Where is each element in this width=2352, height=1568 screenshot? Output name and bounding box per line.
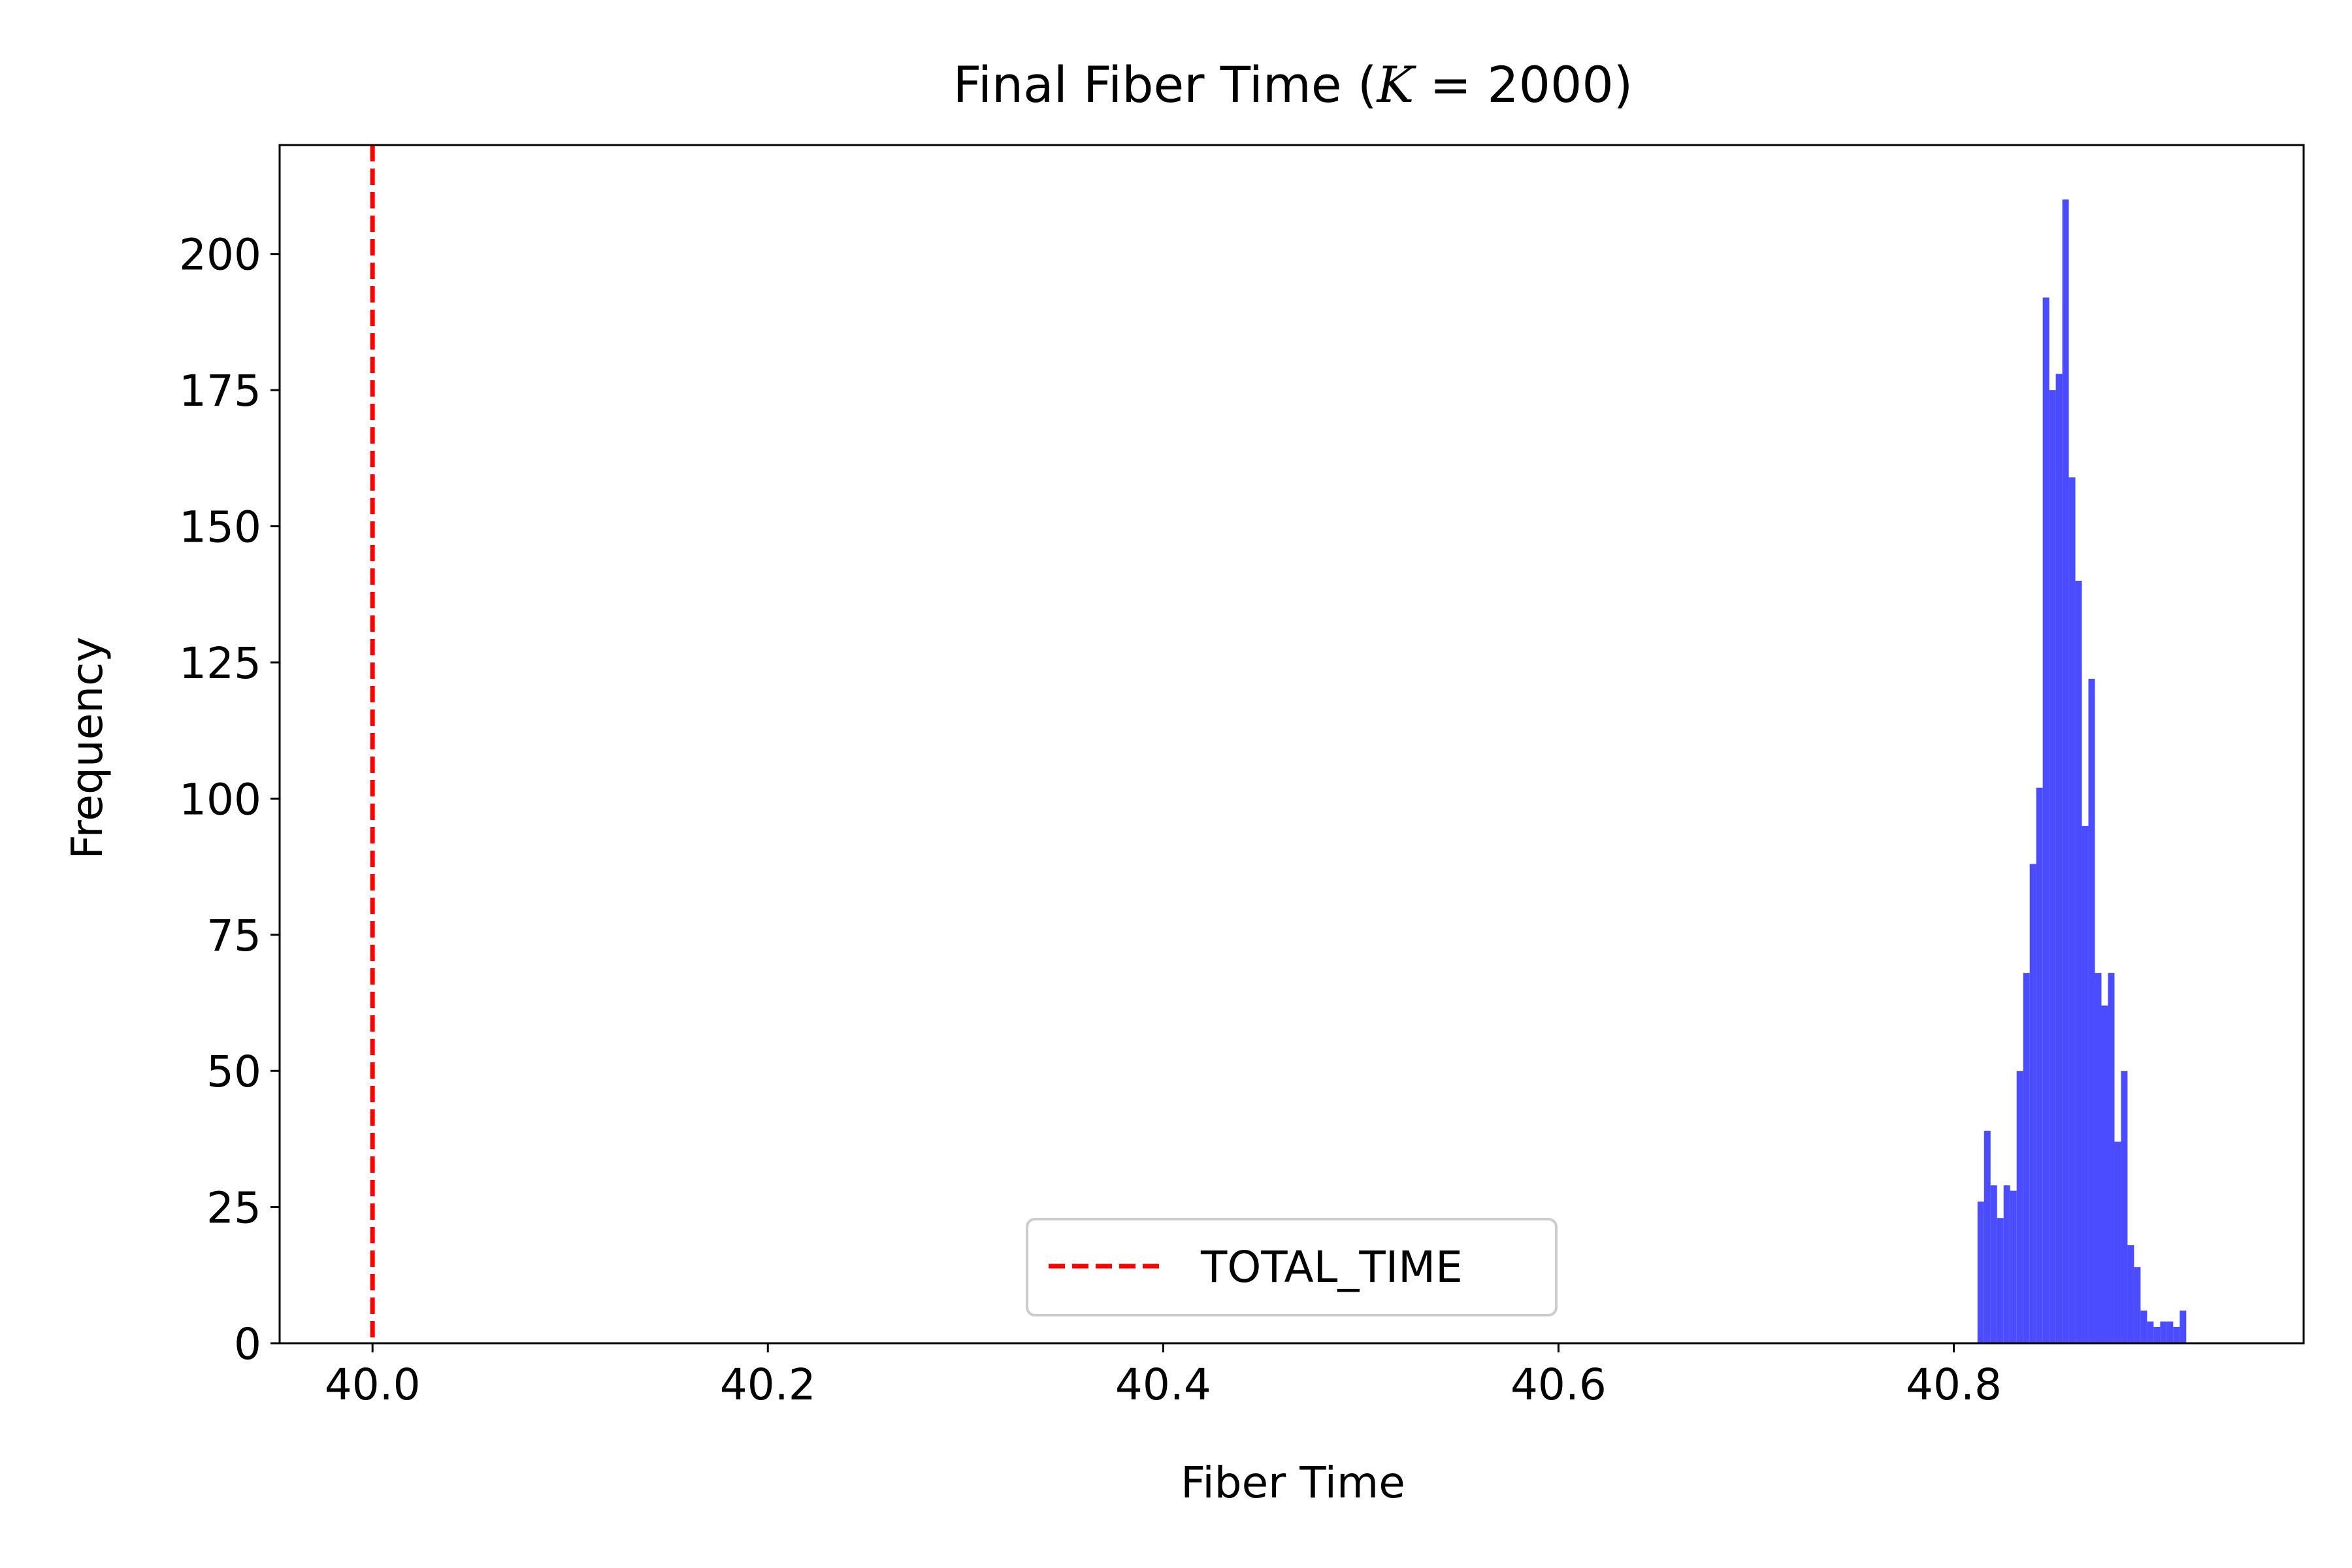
y-axis-ticks: 0 25 50 75 100 125 150 175 200 [179, 230, 280, 1369]
chart-title-text: Final Fiber Time ( [953, 56, 1377, 114]
histogram-bar [2121, 1071, 2128, 1343]
histogram-bar [1997, 1218, 2004, 1343]
histogram-bar [2140, 1310, 2148, 1343]
histogram-bar [1984, 1130, 1991, 1343]
y-tick-label: 150 [179, 502, 261, 553]
y-tick-label: 50 [206, 1047, 261, 1097]
histogram-bar [2016, 1071, 2023, 1343]
histogram-bar [1977, 1201, 1984, 1343]
histogram-bar [2049, 390, 2056, 1343]
legend-box [1026, 1218, 1558, 1316]
x-tick-label: 40.2 [720, 1360, 816, 1410]
x-tick-label: 40.8 [1906, 1360, 2002, 1410]
histogram-bar [2010, 1190, 2017, 1343]
histogram-bar [2108, 973, 2115, 1343]
y-axis-label: Frequency [62, 637, 112, 860]
x-tick-label: 40.6 [1511, 1360, 1607, 1410]
histogram-bar [2042, 297, 2050, 1343]
legend-label-total-time: TOTAL_TIME [1200, 1242, 1463, 1292]
histogram-bar [2114, 1141, 2121, 1343]
histogram-bar [2029, 864, 2036, 1343]
y-tick-label: 200 [179, 230, 261, 280]
histogram-bar [2055, 374, 2063, 1344]
histogram-bar [2153, 1326, 2161, 1343]
x-axis-label: Fiber Time [1181, 1458, 1405, 1508]
histogram-bar [2075, 580, 2082, 1343]
histogram-bar [2036, 787, 2043, 1343]
histogram-bar [2180, 1310, 2187, 1343]
histogram-bar [2082, 826, 2089, 1343]
x-axis-ticks: 40.0 40.2 40.4 40.6 40.8 [325, 1343, 2002, 1410]
histogram-bar [2101, 1005, 2108, 1343]
histogram-bar [2062, 199, 2069, 1343]
histogram-bars [1977, 199, 2187, 1344]
plot-frame [278, 144, 2305, 1345]
y-tick-label: 100 [179, 774, 261, 825]
histogram-bar [2127, 1245, 2134, 1343]
histogram-bar [2023, 973, 2030, 1343]
x-tick-label: 40.4 [1115, 1360, 1211, 1410]
histogram-bar [2134, 1267, 2141, 1343]
histogram-bar [2068, 477, 2076, 1343]
x-tick-label: 40.0 [325, 1360, 421, 1410]
histogram-bar [2166, 1321, 2174, 1343]
histogram-bar [2173, 1326, 2180, 1343]
histogram-bar [2088, 678, 2095, 1343]
histogram-bar [2147, 1321, 2154, 1343]
histogram-bar [2095, 973, 2102, 1343]
y-tick-label: 75 [206, 911, 261, 961]
chart-title: Final Fiber Time (K = 2000) [953, 56, 1633, 114]
y-tick-label: 125 [179, 638, 261, 689]
y-tick-label: 0 [234, 1319, 261, 1369]
histogram-bar [1990, 1185, 1997, 1343]
chart-title-variable: K [1375, 56, 1416, 114]
histogram-bar [2160, 1321, 2167, 1343]
y-tick-label: 25 [206, 1183, 261, 1233]
legend: TOTAL_TIME [1026, 1218, 1558, 1316]
chart-title-rest: = 2000) [1414, 56, 1633, 114]
histogram-bar [2003, 1185, 2010, 1343]
y-tick-label: 175 [179, 366, 261, 416]
